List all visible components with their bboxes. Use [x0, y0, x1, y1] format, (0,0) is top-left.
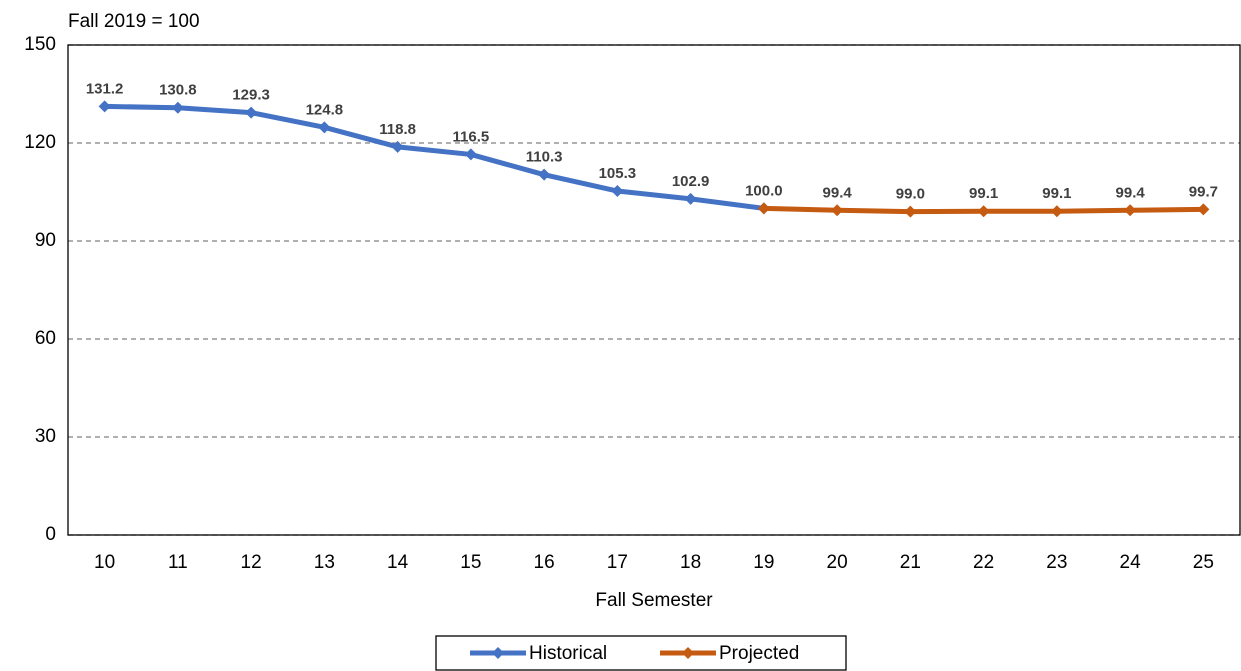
data-label: 99.7 [1189, 183, 1218, 200]
marker [904, 205, 917, 218]
data-label: 102.9 [672, 173, 710, 190]
data-label: 99.1 [969, 185, 998, 202]
x-tick-label: 22 [973, 552, 994, 573]
marker [171, 101, 184, 114]
y-tick-label: 120 [24, 132, 56, 153]
data-label: 100.0 [745, 182, 783, 199]
x-tick-label: 11 [168, 552, 188, 573]
data-label: 99.4 [823, 184, 853, 201]
x-tick-label: 24 [1120, 552, 1142, 573]
marker [538, 168, 551, 181]
marker [757, 202, 770, 215]
data-label: 116.5 [453, 128, 490, 145]
marker [245, 106, 258, 119]
x-tick-label: 10 [94, 552, 115, 573]
y-tick-label: 30 [35, 426, 56, 447]
marker [318, 121, 331, 134]
y-tick-label: 60 [35, 328, 56, 349]
marker [1124, 204, 1137, 217]
data-label: 118.8 [379, 121, 416, 138]
data-label: 105.3 [599, 165, 637, 182]
marker [977, 205, 990, 218]
y-tick-label: 150 [24, 34, 56, 55]
data-label: 124.8 [306, 101, 344, 118]
x-tick-label: 18 [680, 552, 701, 573]
x-tick-label: 20 [827, 552, 848, 573]
legend-marker [682, 647, 694, 659]
marker [98, 100, 111, 113]
data-label: 99.4 [1116, 184, 1146, 201]
data-label: 131.2 [86, 80, 124, 97]
x-tick-label: 14 [387, 552, 409, 573]
y-tick-label: 0 [45, 524, 56, 545]
x-tick-label: 12 [241, 552, 262, 573]
marker [464, 148, 477, 161]
x-tick-label: 23 [1046, 552, 1067, 573]
legend-label: Projected [719, 643, 799, 664]
data-label: 129.3 [232, 87, 270, 104]
legend-label: Historical [529, 643, 607, 664]
data-label: 99.0 [896, 186, 925, 203]
plot-border [67, 44, 1241, 536]
x-tick-label: 17 [607, 552, 628, 573]
x-tick-label: 13 [314, 552, 335, 573]
x-tick-label: 15 [460, 552, 481, 573]
marker [1197, 203, 1210, 216]
marker [831, 204, 844, 217]
x-tick-label: 25 [1193, 552, 1214, 573]
marker [391, 140, 404, 153]
data-label: 130.8 [159, 82, 197, 99]
y-axis-label: Fall 2019 = 100 [68, 11, 200, 32]
x-axis-label: Fall Semester [595, 590, 713, 611]
x-tick-label: 16 [534, 552, 555, 573]
data-label: 110.3 [526, 149, 563, 166]
x-tick-label: 21 [900, 552, 921, 573]
y-tick-label: 90 [35, 230, 56, 251]
data-label: 99.1 [1042, 185, 1071, 202]
marker [684, 192, 697, 205]
legend-marker [492, 647, 504, 659]
line [104, 103, 765, 211]
marker [611, 185, 624, 198]
x-tick-label: 19 [753, 552, 774, 573]
marker [1050, 205, 1063, 218]
